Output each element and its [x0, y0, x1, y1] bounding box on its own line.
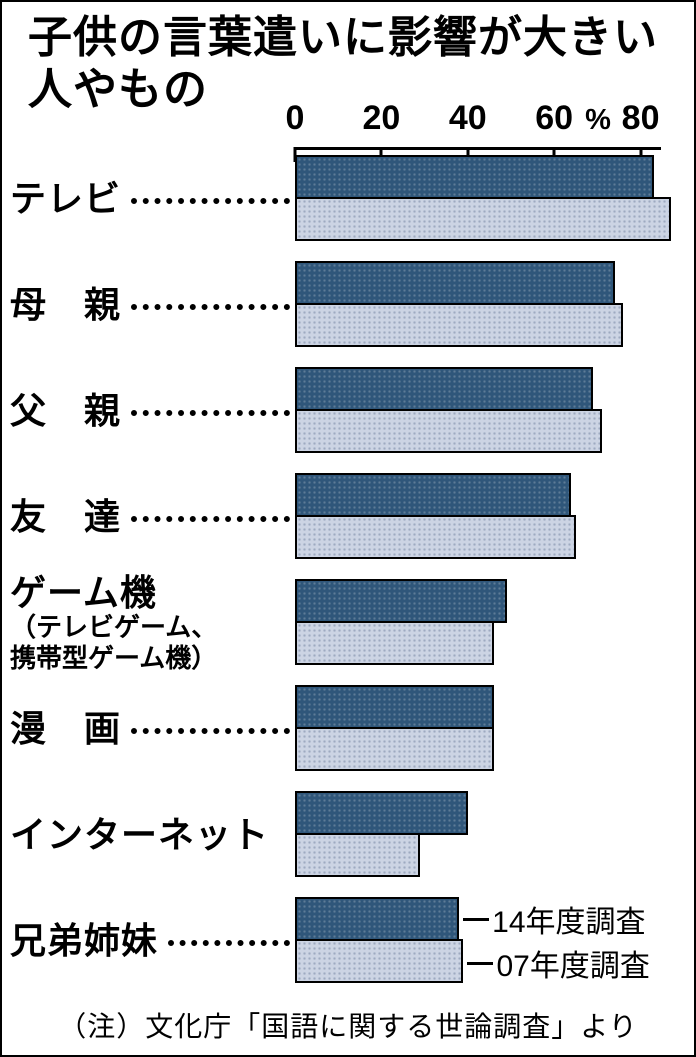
- category-label-row: インターネット: [10, 791, 294, 879]
- bar-survey-2014: [295, 155, 654, 199]
- axis-unit-label: %: [585, 104, 611, 136]
- bar-survey-2007: [295, 303, 624, 347]
- legend-label: 14年度調査: [492, 906, 646, 939]
- category-label-row: ゲーム機 （テレビゲーム、 携帯型ゲーム機）: [10, 572, 294, 672]
- x-axis-line: [295, 147, 661, 150]
- axis-tick-mark: [293, 147, 297, 162]
- bar-survey-2014: [295, 473, 572, 517]
- category-label-row: 父 親: [10, 367, 294, 455]
- bar-survey-2007: [295, 727, 494, 771]
- legend-connector-line: [463, 917, 490, 921]
- dot-leader: [168, 940, 290, 946]
- legend-item: 07年度調査: [467, 941, 650, 985]
- bar-group: [295, 685, 494, 771]
- bar-survey-2014: [295, 579, 507, 623]
- category-label: 漫 画: [10, 708, 122, 750]
- bar-survey-2014: [295, 261, 615, 305]
- axis-tick-mark: [466, 147, 470, 162]
- bar-survey-2007: [295, 515, 576, 559]
- bar-group: [295, 367, 602, 453]
- category-label: 兄弟姉妹: [10, 920, 159, 962]
- axis-tick-label: 0: [285, 99, 305, 137]
- axis-tick-mark: [379, 147, 383, 162]
- bar-group: 14年度調査 07年度調査: [295, 897, 650, 983]
- category-label: テレビ: [10, 178, 122, 220]
- axis-tick-label: 20: [362, 99, 401, 137]
- dot-leader: [131, 728, 290, 734]
- category-label: ゲーム機: [10, 571, 157, 613]
- legend-label: 07年度調査: [496, 950, 650, 983]
- dot-leader: [131, 198, 290, 204]
- dot-leader: [131, 410, 290, 416]
- category-sublabel: 携帯型ゲーム機）: [10, 642, 218, 673]
- category-label-row: 母 親: [10, 261, 294, 349]
- category-label: 母 親: [10, 284, 122, 326]
- category-label-row: 漫 画: [10, 685, 294, 773]
- chart-title: 子供の言葉遣いに影響が大きい 人やもの: [28, 12, 658, 116]
- bar-survey-2007: [295, 409, 602, 453]
- bar-survey-2007: [295, 197, 671, 241]
- bar-group: [295, 791, 468, 877]
- axis-tick-label: 60: [535, 99, 574, 137]
- legend-connector-line: [467, 961, 494, 965]
- bar-survey-2007: [295, 621, 494, 665]
- dot-leader: [131, 304, 290, 310]
- category-label-row: テレビ: [10, 155, 294, 243]
- axis-tick-mark: [552, 147, 556, 162]
- category-sublabel: （テレビゲーム、: [10, 612, 218, 643]
- category-label: インターネット: [10, 814, 270, 856]
- bar-survey-2014: [295, 897, 460, 941]
- axis-tick-label: 80: [621, 99, 660, 137]
- source-note: （注）文化庁「国語に関する世論調査」より: [58, 1011, 638, 1042]
- bar-group: [295, 473, 576, 559]
- legend-item: 14年度調査: [463, 897, 646, 941]
- bar-survey-2007: [295, 833, 421, 877]
- bar-survey-2014: [295, 367, 594, 411]
- category-label-row: 友 達: [10, 473, 294, 561]
- bar-survey-2014: [295, 791, 468, 835]
- chart-title-line2: 人やもの: [28, 64, 208, 114]
- axis-tick-label: 40: [448, 99, 487, 137]
- bar-survey-2007: [295, 939, 464, 983]
- category-label: 父 親: [10, 390, 122, 432]
- chart-title-line1: 子供の言葉遣いに影響が大きい: [28, 13, 658, 62]
- axis-tick-mark: [639, 147, 643, 162]
- plot-area: % 0 20 40 60 80 14年度調査 07年度調査: [286, 99, 671, 1007]
- dot-leader: [131, 516, 290, 522]
- category-label-row: 兄弟姉妹: [10, 897, 294, 985]
- bar-group: [295, 261, 624, 347]
- bar-survey-2014: [295, 685, 494, 729]
- bar-group: [295, 155, 671, 241]
- category-label: 友 達: [10, 496, 122, 538]
- bar-group: [295, 579, 507, 665]
